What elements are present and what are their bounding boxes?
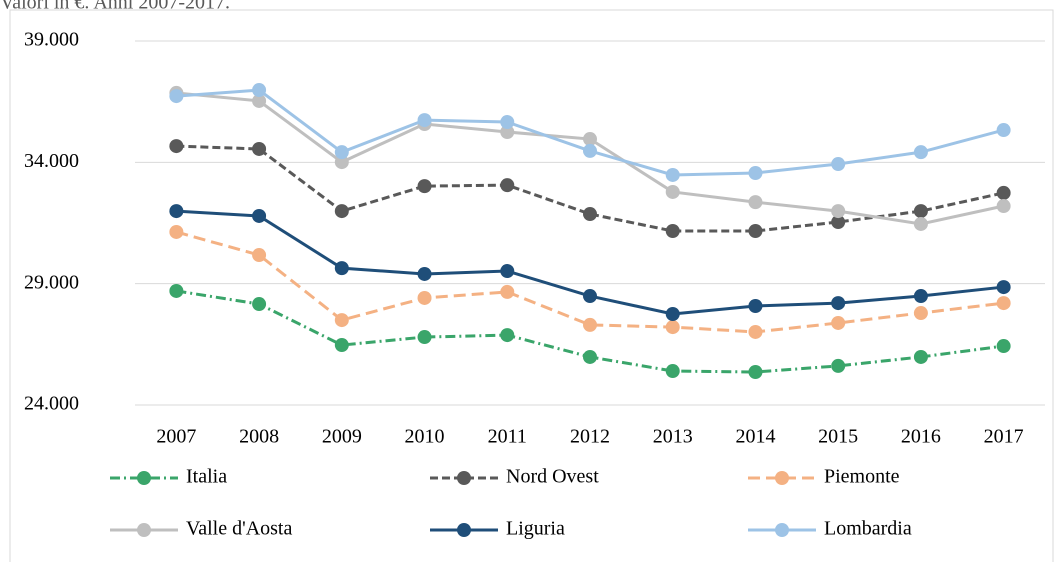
series-marker [748,324,763,339]
x-tick-label: 2015 [818,426,858,448]
series-marker [500,328,515,343]
series-marker [996,296,1011,311]
series-marker [665,184,680,199]
legend-marker [137,523,151,537]
series-marker [500,284,515,299]
series-marker [583,317,597,332]
series-marker [252,141,267,156]
x-tick-label: 2011 [488,426,527,448]
legend-label: Lombardia [824,518,912,540]
series-marker [334,261,349,276]
legend-label: Italia [186,466,227,488]
series-marker [748,224,763,239]
series-marker [583,143,597,158]
legend-marker [775,471,789,485]
x-tick-label: 2009 [322,426,362,448]
y-tick-label: 34.000 [24,150,79,172]
x-tick-label: 2014 [735,426,775,448]
series-marker [169,139,184,154]
series-marker [748,166,763,181]
series-marker [748,195,763,210]
series-marker [748,364,763,379]
y-tick-label: 24.000 [24,393,79,415]
series-marker [417,290,432,305]
series-marker [913,306,928,321]
y-tick-label: 29.000 [24,271,79,293]
series-marker [831,157,846,172]
series-marker [665,167,680,182]
series-marker [831,215,846,230]
legend-marker [457,523,471,537]
legend-marker [137,471,151,485]
chart-subtitle: Valori in €. Anni 2007-2017. [0,0,230,14]
series-marker [500,178,515,193]
series-marker [252,208,267,223]
legend-label: Valle d'Aosta [186,518,292,540]
series-marker [996,185,1011,200]
series-line [176,144,1004,233]
series-marker [583,289,597,304]
series-marker [996,199,1011,214]
series-marker [665,307,680,321]
series-marker [831,296,846,311]
series-marker [334,204,349,219]
series-marker [665,364,680,379]
x-tick-label: 2008 [239,426,279,448]
series-marker [831,315,846,330]
series-marker [334,155,349,170]
chart-frame [9,9,1054,562]
x-tick-label: 2007 [156,426,196,448]
series-marker [996,280,1011,295]
series-marker [996,123,1011,138]
series-marker [252,248,267,263]
series-marker [334,145,349,160]
series-marker [500,264,515,279]
series-marker [583,349,597,364]
legend-label: Liguria [506,518,565,540]
legend-marker [775,523,789,537]
legend-marker [457,471,471,485]
series-marker [169,204,184,219]
series-marker [748,298,763,313]
series-marker [996,339,1011,354]
series-marker [913,204,928,219]
series-marker [417,179,432,194]
series-marker [583,207,597,222]
series-marker [334,313,349,328]
series-marker [417,113,432,128]
series-marker [500,115,515,130]
series-marker [500,125,515,139]
x-tick-label: 2016 [901,426,941,448]
series-marker [252,297,267,312]
x-tick-label: 2012 [570,426,610,448]
x-tick-label: 2010 [405,426,445,448]
series-marker [913,349,928,364]
x-tick-label: 2017 [984,426,1024,448]
series-marker [252,83,267,98]
series-marker [831,358,846,373]
series-line [175,230,1004,334]
series-marker [417,330,432,345]
series-marker [334,338,349,353]
series-marker [665,224,680,239]
series-marker [913,289,928,304]
legend-label: Nord Ovest [506,466,599,488]
legend-label: Piemonte [824,466,900,488]
series-marker [252,93,267,108]
series-marker [831,204,846,219]
series-marker [665,320,680,335]
x-tick-label: 2013 [653,426,693,448]
series-marker [583,132,597,147]
series-marker [913,216,928,231]
series-marker [169,283,184,298]
y-tick-label: 39.000 [24,29,79,51]
series-marker [913,145,928,160]
series-marker [169,89,184,104]
series-marker [417,266,432,281]
series-marker [169,224,184,239]
